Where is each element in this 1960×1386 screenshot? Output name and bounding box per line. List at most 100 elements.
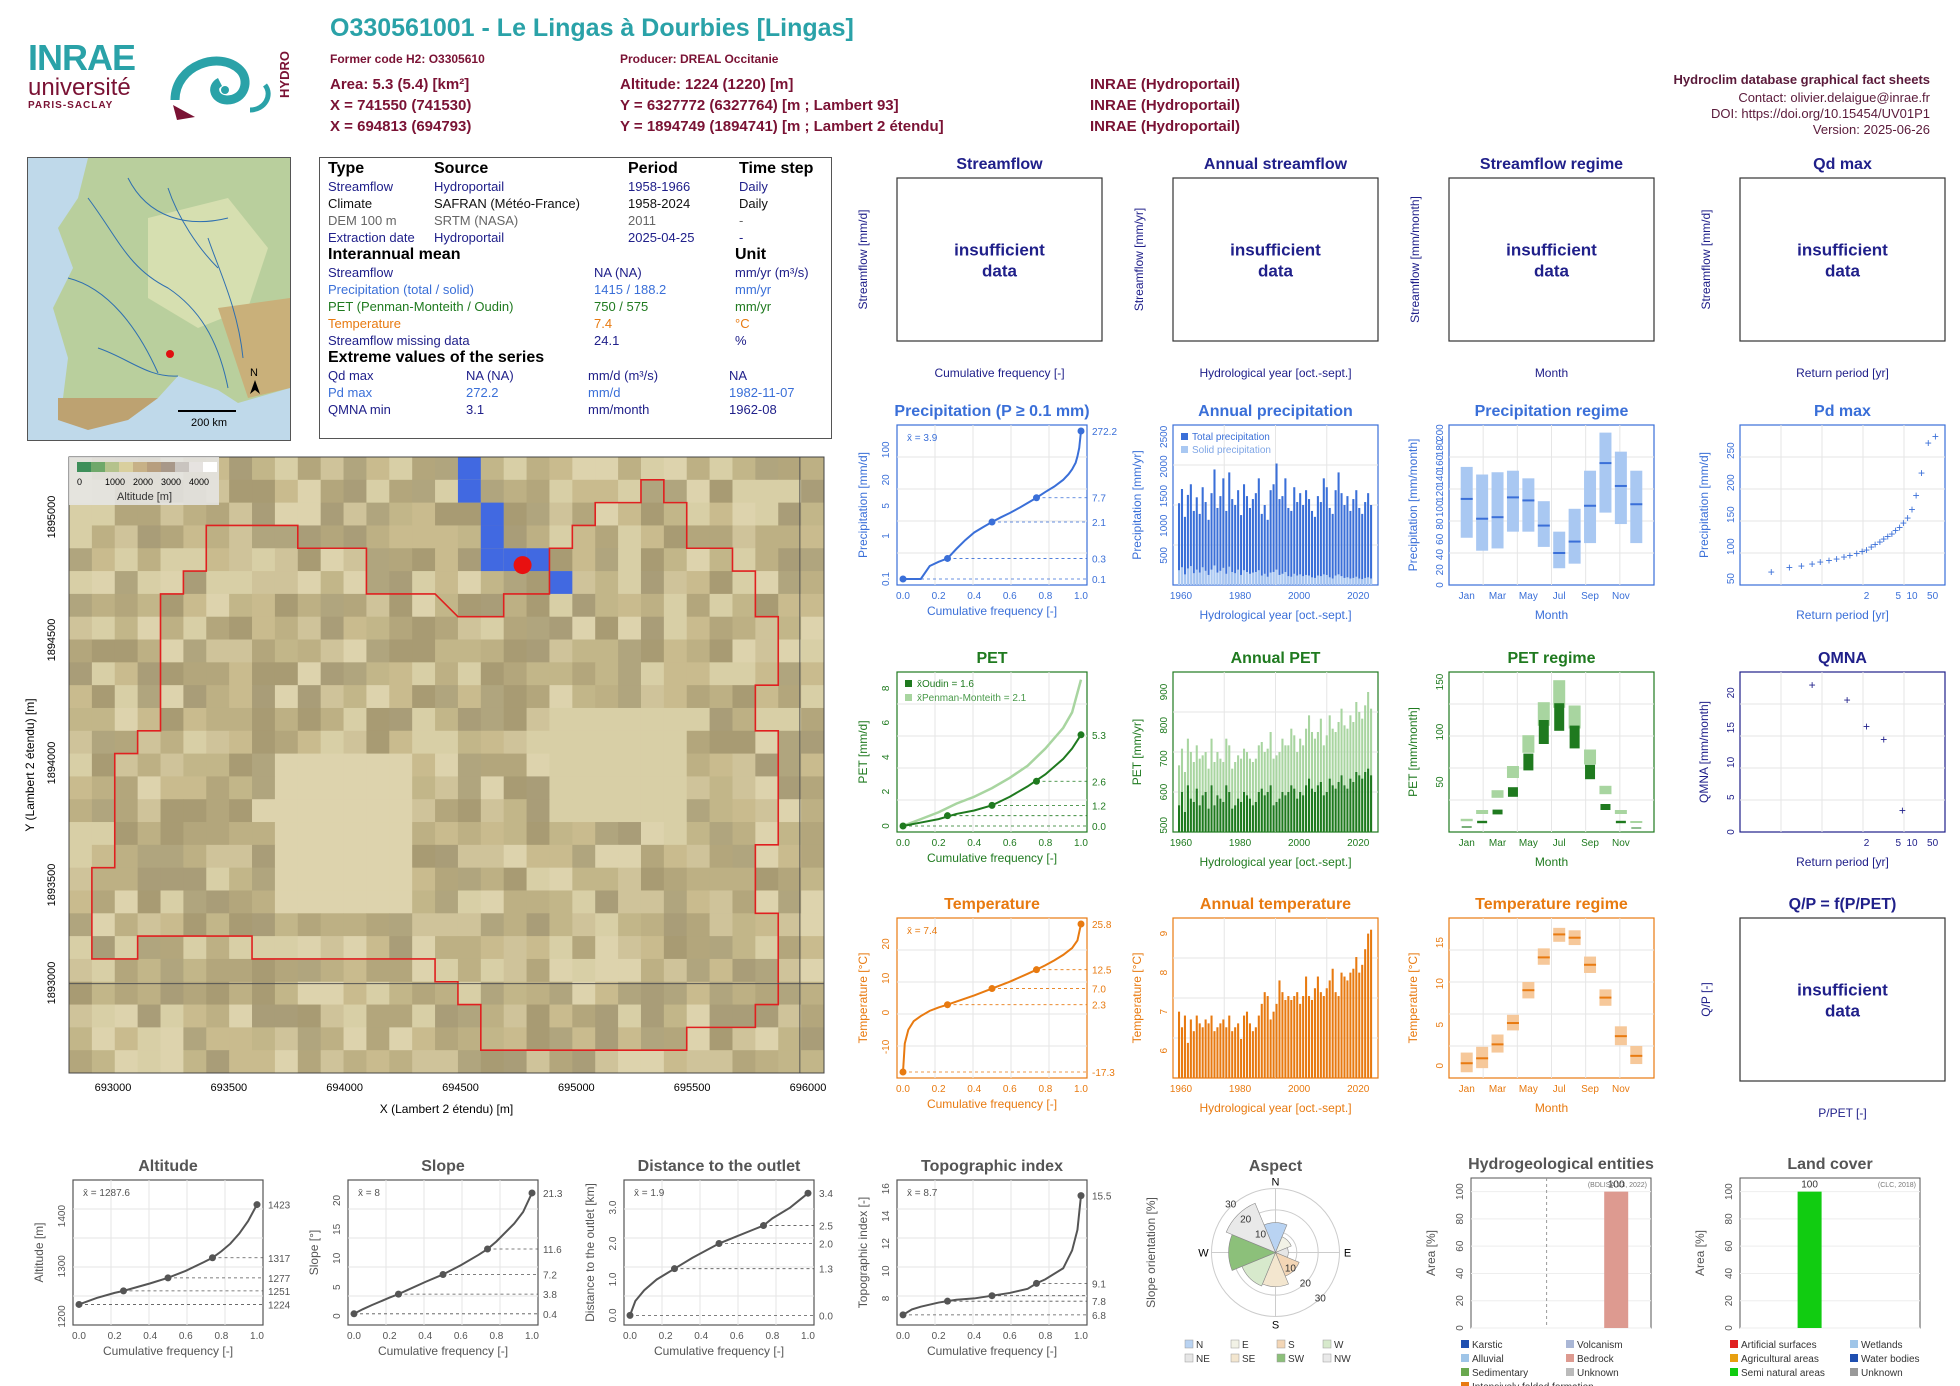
legend-swatch <box>1461 1354 1469 1362</box>
x-tick: Jul <box>1553 838 1566 849</box>
dem-cell <box>457 639 482 663</box>
dem-cell <box>252 616 276 641</box>
bar-solid <box>1248 573 1251 585</box>
cell: 1958-1966 <box>628 179 691 194</box>
dem-cell <box>618 548 642 572</box>
dem-cell <box>457 571 482 595</box>
return-point: + <box>1825 554 1832 568</box>
legend-label: W <box>1334 1340 1344 1351</box>
dem-cell <box>343 571 367 595</box>
dem-cell <box>640 662 665 686</box>
dem-cell <box>526 593 550 618</box>
doi-link[interactable]: DOI: https://doi.org/10.15454/UV01P1 <box>1711 106 1930 121</box>
producer: Producer: DREAL Occitanie <box>620 52 779 66</box>
dem-cell <box>297 707 322 732</box>
dem-cell <box>549 479 573 504</box>
dem-cell <box>778 616 802 641</box>
unit-title: Unit <box>735 246 767 263</box>
y-tick: 1.0 <box>608 1272 619 1286</box>
y-tick: 0.1 <box>881 572 892 586</box>
dem-cell <box>686 822 711 846</box>
x-tick: Nov <box>1612 838 1630 849</box>
bar-label: 100 <box>1801 1180 1818 1191</box>
bar <box>1325 988 1328 1078</box>
dem-cell <box>183 548 207 572</box>
dem-cell <box>389 593 413 618</box>
quantile-label: 272.2 <box>1092 427 1117 438</box>
dem-cell <box>663 525 688 549</box>
quantile-label: 0.3 <box>1092 554 1106 565</box>
dem-cell <box>91 799 116 823</box>
y-tick: 3.0 <box>608 1200 619 1214</box>
dem-cell <box>297 844 322 869</box>
quantile-label: 1.2 <box>1092 801 1106 812</box>
source-coord93: INRAE (Hydroportail) <box>1090 97 1240 114</box>
hydro-logo-icon <box>170 56 271 120</box>
dem-cell <box>755 616 779 641</box>
x-axis-label: Return period [yr] <box>1796 855 1889 869</box>
dem-cell <box>526 616 550 641</box>
bar-solid <box>1340 576 1343 585</box>
bar <box>1331 968 1334 1078</box>
dem-cell <box>160 685 184 709</box>
dem-cell <box>412 707 436 732</box>
insufficient-data-line2: data <box>1258 262 1294 281</box>
dem-cell <box>274 571 299 595</box>
dem-cell <box>206 548 230 572</box>
y-tick: 100 <box>1726 538 1737 555</box>
dem-cell <box>114 753 139 777</box>
dem-cell <box>160 639 184 663</box>
dem-cell <box>801 502 825 526</box>
dem-cell <box>366 571 390 595</box>
chart-precip_regime: Precipitation regime Precipitation [mm/mo… <box>1406 403 1655 622</box>
x-tick: 1.0 <box>801 1331 815 1342</box>
dem-cell <box>91 707 116 732</box>
dem-cell <box>91 548 116 572</box>
bar-oudin <box>1266 792 1269 832</box>
bar <box>1210 1015 1213 1078</box>
y-tick: 20 <box>1435 564 1446 576</box>
bar-total <box>1251 499 1254 585</box>
x-lambert93: X = 741550 (741530) <box>330 97 472 114</box>
bar <box>1231 1031 1234 1078</box>
dem-cell <box>274 799 299 823</box>
dem-cell <box>709 799 733 823</box>
bar-total <box>1254 493 1257 585</box>
plot-frame <box>1448 177 1655 342</box>
y-tick: 60 <box>1724 1240 1735 1252</box>
database-title: Hydroclim database graphical fact sheets <box>1673 72 1930 87</box>
return-point: + <box>1786 561 1793 575</box>
dem-cell <box>457 707 482 732</box>
bar <box>1346 980 1349 1078</box>
dem-cell <box>618 525 642 549</box>
dem-cell <box>366 457 390 481</box>
dem-cell <box>709 867 733 891</box>
legend-label: S <box>1288 1340 1295 1351</box>
x-tick: Jan <box>1459 591 1475 602</box>
dem-cell <box>297 799 322 823</box>
x-tick: Jan <box>1459 838 1475 849</box>
quantile-marker <box>899 1311 907 1319</box>
dem-cell <box>778 593 802 618</box>
dem-cell <box>549 822 573 846</box>
dem-cell <box>640 616 665 641</box>
bar-oudin <box>1204 792 1207 832</box>
dem-cell <box>640 639 665 663</box>
mean-label: x̄ = 1287.6 <box>83 1188 130 1199</box>
y-tick: 600 <box>1159 783 1170 800</box>
dem-cell <box>114 730 139 755</box>
dem-cell <box>320 479 345 504</box>
cell: 24.1 <box>594 333 620 348</box>
dem-cell <box>69 548 93 572</box>
bar-solid <box>1186 568 1189 585</box>
dem-cell <box>732 548 756 572</box>
x-tick: 0.0 <box>896 838 910 849</box>
dem-cell <box>297 822 322 846</box>
bar-total <box>1308 499 1311 585</box>
bar-solid <box>1180 567 1184 585</box>
bar <box>1243 1015 1246 1078</box>
x-tick: 0.8 <box>1038 1084 1052 1095</box>
dem-cell <box>801 639 825 663</box>
regime-box-oudin <box>1538 720 1549 744</box>
dem-cell <box>572 799 596 823</box>
